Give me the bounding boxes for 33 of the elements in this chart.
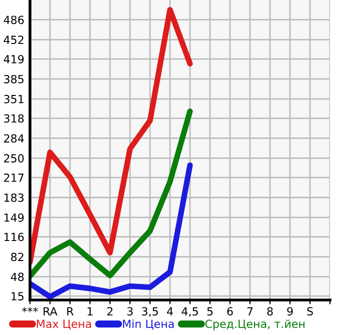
x-tick-label: 3 <box>127 307 133 316</box>
x-tick-label: 4,5 <box>182 307 198 317</box>
y-tick-label: 82 <box>11 252 24 262</box>
y-tick-label: 284 <box>4 134 24 143</box>
x-tick-label: S <box>307 307 313 316</box>
y-tick-label: 486 <box>4 16 24 24</box>
x-tick-label: 8 <box>267 307 273 316</box>
x-tick-label: 9 <box>287 307 293 316</box>
y-tick-label: 149 <box>4 213 24 222</box>
y-tick-label: 217 <box>4 174 24 182</box>
x-tick-label: 3,5 <box>142 307 158 317</box>
y-tick-label: 351 <box>4 94 24 104</box>
y-tick-label: 452 <box>4 36 24 44</box>
legend-label: Min Цена <box>122 319 174 330</box>
y-tick-label: 116 <box>4 232 24 242</box>
y-tick-label: 48 <box>10 272 24 282</box>
y-tick-label: 385 <box>4 74 24 84</box>
legend-label: Сред.Цена, т.йен <box>205 319 304 330</box>
x-tick-label: 1 <box>88 307 93 316</box>
x-tick-label: R <box>67 307 74 316</box>
x-tick-label: 6 <box>227 307 233 316</box>
x-tick-label: *** <box>22 307 38 312</box>
y-tick-label: 15 <box>12 292 24 300</box>
x-tick-label: RA <box>44 307 58 316</box>
y-tick-label: 183 <box>4 193 24 202</box>
x-tick-label: 2 <box>107 307 112 316</box>
legend-label: Max Цена <box>36 320 91 330</box>
x-tick-label: 5 <box>207 307 213 316</box>
y-tick-label: 318 <box>4 114 24 123</box>
x-tick-label: 7 <box>247 307 253 316</box>
y-tick-label: 250 <box>4 154 24 163</box>
y-tick-label: 419 <box>4 55 24 64</box>
x-tick-label: 4 <box>167 307 173 316</box>
